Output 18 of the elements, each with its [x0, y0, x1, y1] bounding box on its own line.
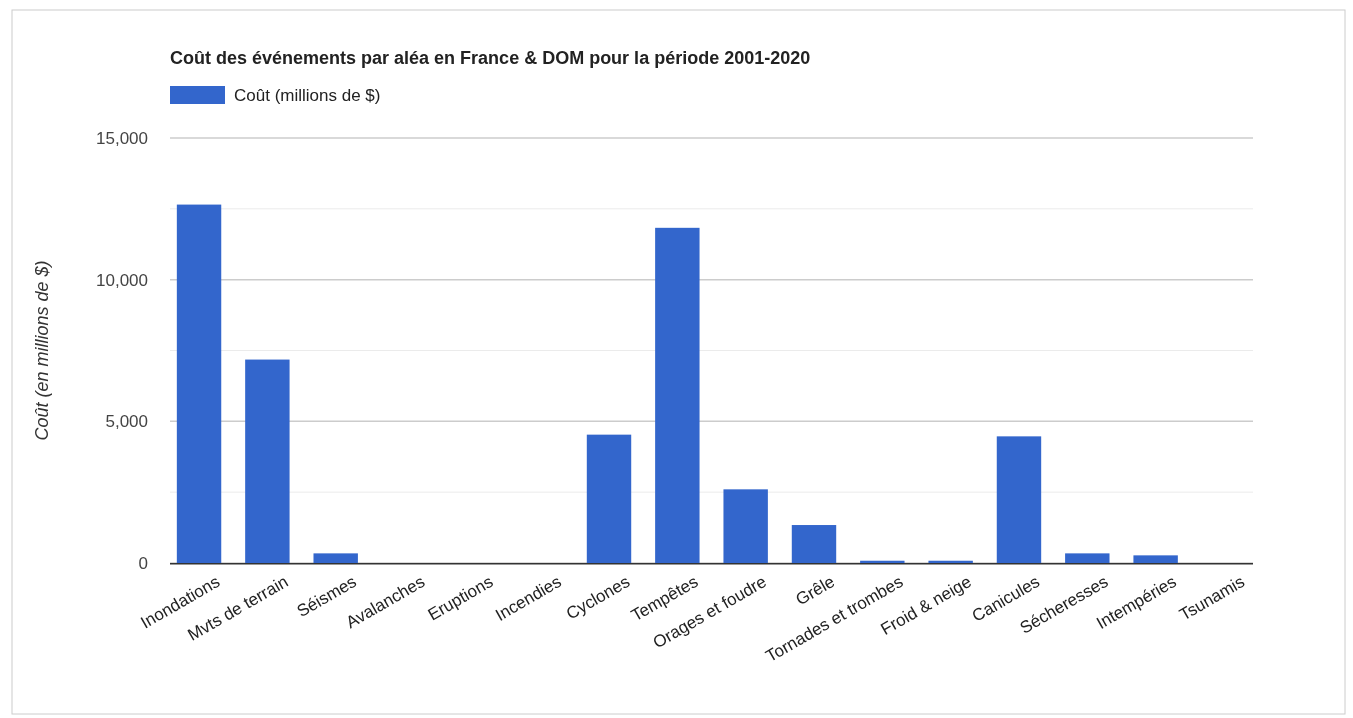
chart-title: Coût des événements par aléa en France & DOM pour la période 2001-2020 [170, 48, 811, 68]
bar [245, 359, 290, 563]
y-tick-label: 0 [138, 554, 148, 573]
x-tick-label: Grêle [792, 572, 838, 610]
bar [313, 553, 358, 563]
bar [996, 436, 1042, 563]
y-tick-label: 10,000 [96, 270, 148, 290]
bar [1065, 553, 1110, 563]
y-axis-title: Coût (en millions de $) [32, 260, 52, 441]
bar [1133, 555, 1178, 563]
bar [791, 525, 837, 563]
y-tick-label: 5,000 [105, 412, 148, 432]
y-tick-label: 15,000 [96, 129, 148, 148]
bar [586, 434, 632, 563]
bar [723, 489, 768, 563]
legend-label: Coût (millions de $) [234, 86, 381, 105]
bar [655, 227, 700, 563]
bar [176, 204, 222, 563]
